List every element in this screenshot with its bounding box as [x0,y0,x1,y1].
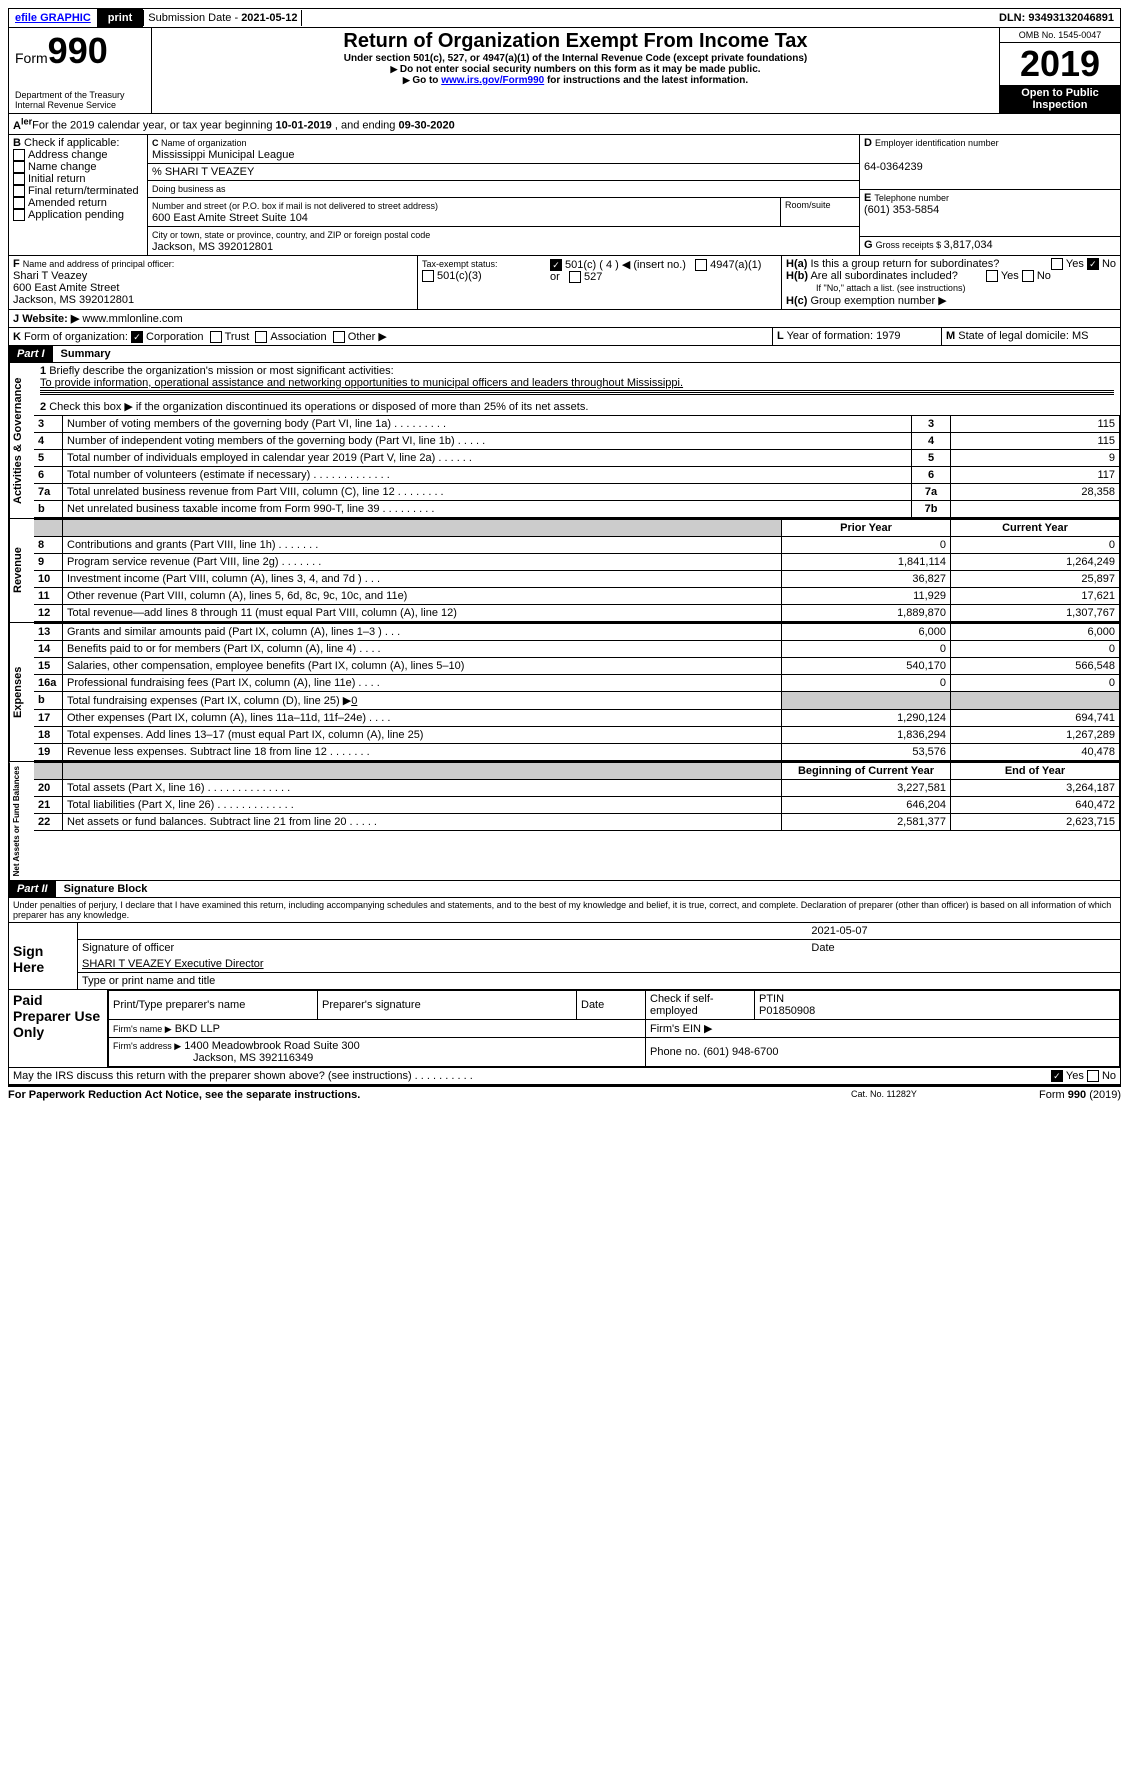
sign-date: 2021-05-07 [807,923,1120,940]
form-title: Return of Organization Exempt From Incom… [158,30,993,53]
form-header: Form990 Department of the Treasury Inter… [8,28,1121,114]
dln: DLN: 93493132046891 [993,10,1120,26]
section-f: F Name and address of principal officer:… [9,256,418,309]
firm-address: 1400 Meadowbrook Road Suite 300 [184,1040,360,1052]
check-icon: ✓ [550,259,562,271]
irs-link[interactable]: www.irs.gov/Form990 [441,75,544,86]
part-i-title: Summary [53,348,111,360]
subtitle-1: Under section 501(c), 527, or 4947(a)(1)… [158,53,993,64]
ptin: P01850908 [759,1005,815,1017]
netassets-table: Beginning of Current YearEnd of Year20To… [34,762,1120,831]
part-i-bar: Part I [9,346,53,362]
tax-year: 2019 [1000,43,1120,85]
subtitle-3: Go to www.irs.gov/Form990 for instructio… [158,75,993,86]
section-k: K Form of organization: ✓Corporation Tru… [9,328,773,345]
side-activities: Activities & Governance [9,363,34,518]
website-line: J Website: ▶ www.mmlonline.com [9,310,1120,327]
omb-number: OMB No. 1545-0047 [1000,28,1120,43]
form-footer: Form 990 (2019) [1001,1089,1121,1101]
efile-link[interactable]: efile GRAPHIC [9,10,97,26]
form-number: Form990 [15,30,145,72]
care-of: % SHARI T VEAZEY [148,164,859,181]
firm-phone: (601) 948-6700 [703,1046,778,1058]
sign-here-label: Sign Here [9,923,78,989]
org-name: Mississippi Municipal League [152,149,294,161]
city-state-zip: Jackson, MS 392012801 [152,241,273,253]
dept-treasury: Department of the Treasury [15,90,145,100]
top-bar: efile GRAPHIC print Submission Date - 20… [8,8,1121,28]
perjury-text: Under penalties of perjury, I declare th… [9,898,1120,922]
submission-date: Submission Date - 2021-05-12 [143,10,302,26]
tax-exempt-status: Tax-exempt status: 501(c)(3) [418,256,546,309]
paid-preparer-label: Paid Preparer Use Only [9,990,108,1067]
part-ii-bar: Part II [9,881,56,897]
year-formation: L Year of formation: 1979 [773,328,942,345]
subtitle-2: Do not enter social security numbers on … [158,64,993,75]
side-netassets: Net Assets or Fund Balances [9,762,34,880]
irs-label: Internal Revenue Service [15,100,145,110]
street-address: 600 East Amite Street Suite 104 [152,212,308,224]
cat-number: Cat. No. 11282Y [851,1089,1001,1101]
revenue-table: Prior YearCurrent Year8Contributions and… [34,519,1120,622]
discuss-line: May the IRS discuss this return with the… [9,1068,1120,1084]
open-inspection: Open to Public Inspection [1000,85,1120,113]
governance-table: 3Number of voting members of the governi… [34,415,1120,518]
mission-text: To provide information, operational assi… [40,377,683,389]
section-c: C Name of organizationMississippi Munici… [148,135,860,255]
gross-receipts: 3,817,034 [944,239,993,251]
section-h: H(a) Is this a group return for subordin… [782,256,1120,309]
pra-notice: For Paperwork Reduction Act Notice, see … [8,1089,851,1101]
telephone: (601) 353-5854 [864,204,939,216]
tax-year-line: AlerFor the 2019 calendar year, or tax y… [9,114,1120,134]
part-ii-title: Signature Block [56,883,148,895]
state-domicile: M State of legal domicile: MS [942,328,1120,345]
firm-name: BKD LLP [175,1023,220,1035]
expenses-table: 13Grants and similar amounts paid (Part … [34,623,1120,761]
ein: 64-0364239 [864,161,923,173]
section-b: B Check if applicable: Address changeNam… [9,135,148,255]
officer-typed: SHARI T VEAZEY Executive Director [78,956,1120,973]
side-expenses: Expenses [9,623,34,761]
print-button[interactable]: print [97,9,143,27]
side-revenue: Revenue [9,519,34,622]
